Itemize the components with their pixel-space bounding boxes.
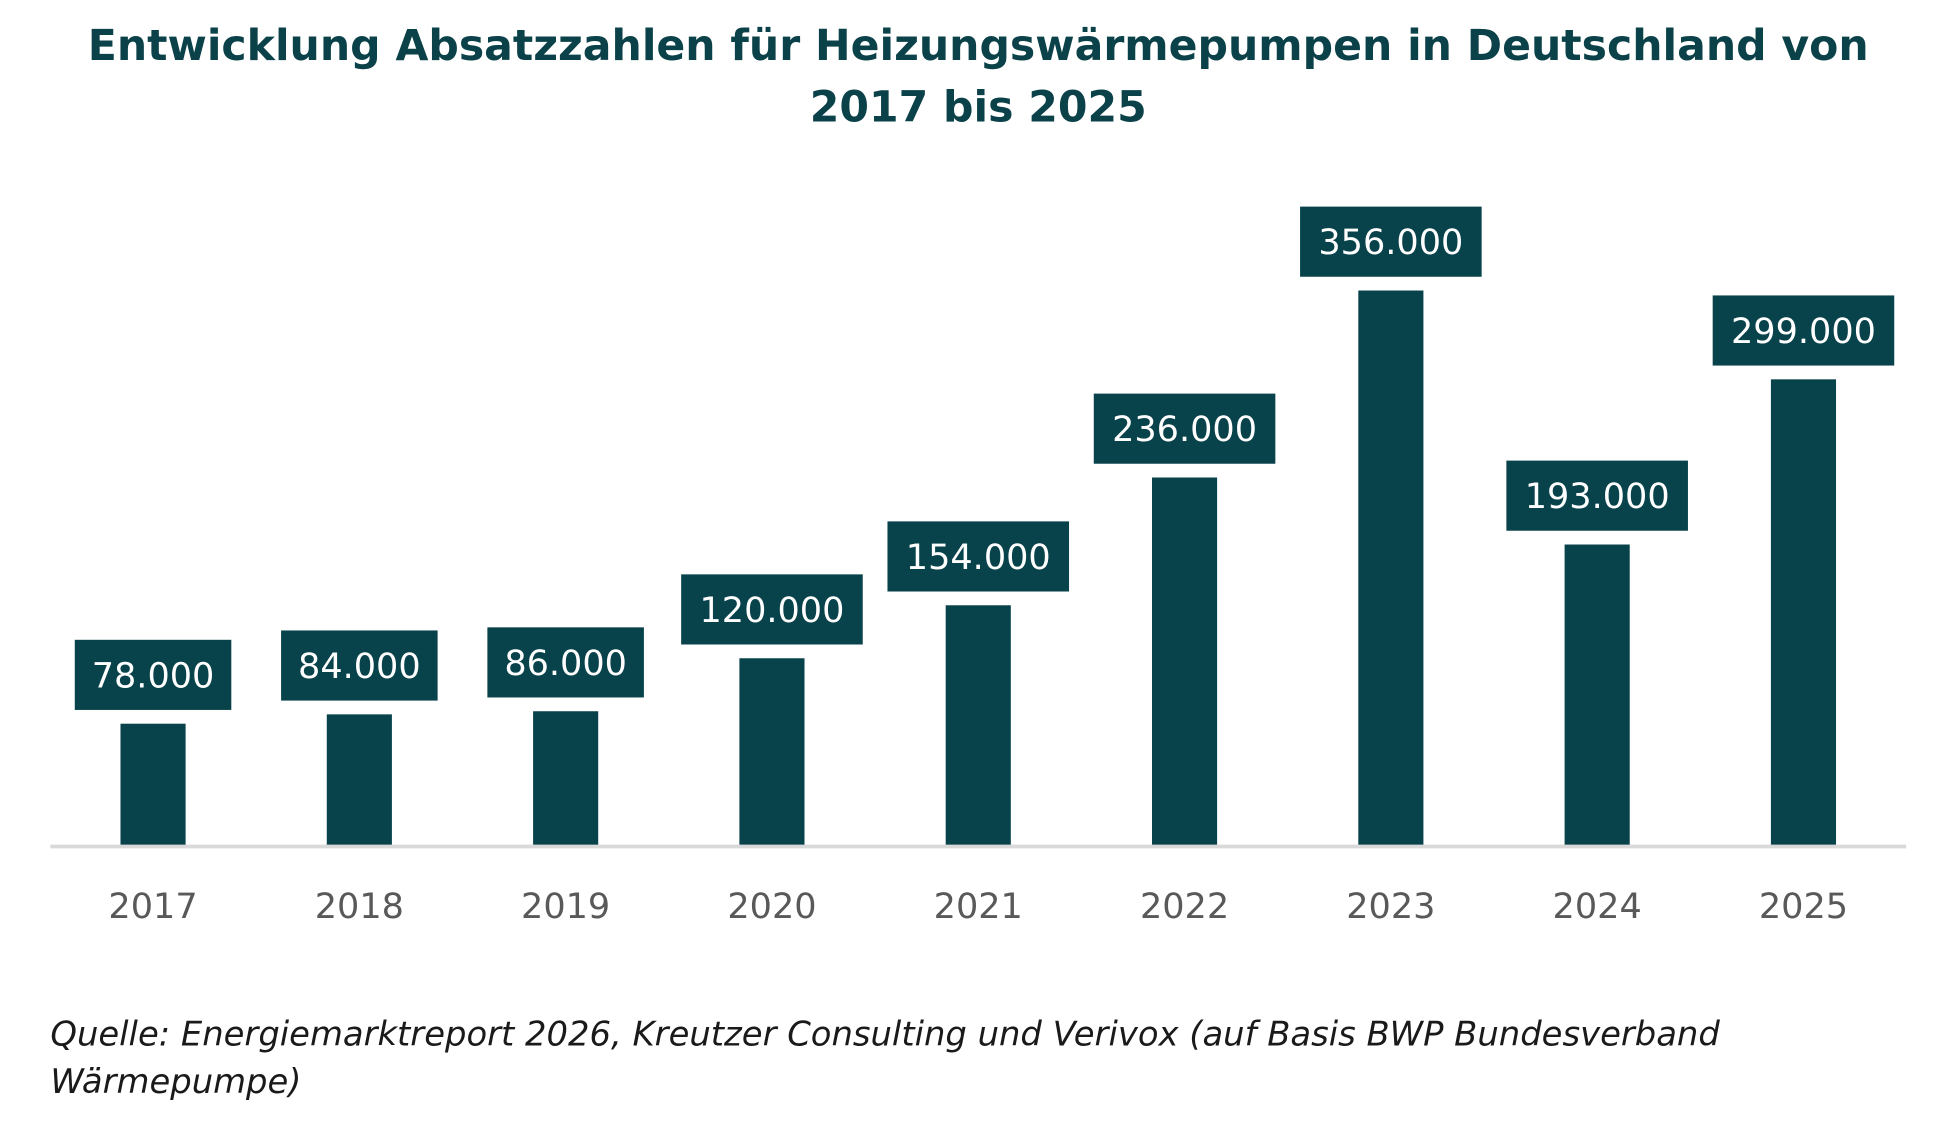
x-tick-label-2024: 2024 bbox=[1553, 886, 1642, 927]
data-label-2020: 120.000 bbox=[699, 590, 844, 631]
x-tick-label-2021: 2021 bbox=[934, 886, 1023, 927]
bar-2021 bbox=[945, 605, 1011, 846]
data-label-2022: 236.000 bbox=[1112, 409, 1257, 450]
bar-2025 bbox=[1770, 379, 1837, 846]
data-label-2018: 84.000 bbox=[298, 646, 421, 687]
data-label-box-2021 bbox=[887, 521, 1070, 592]
x-tick-label-2017: 2017 bbox=[108, 886, 197, 927]
data-label-box-2020 bbox=[681, 574, 863, 645]
bar-2023 bbox=[1358, 290, 1424, 846]
data-label-box-2017 bbox=[74, 639, 232, 710]
chart-title-line-2: 2017 bis 2025 bbox=[810, 82, 1147, 132]
data-label-box-2024 bbox=[1506, 460, 1688, 531]
x-tick-label-2018: 2018 bbox=[315, 886, 404, 927]
data-label-2021: 154.000 bbox=[906, 537, 1051, 578]
x-tick-label-2025: 2025 bbox=[1759, 886, 1848, 927]
source-note-line-1: Quelle: Energiemarktreport 2026, Kreutze… bbox=[50, 1015, 1720, 1054]
bar-2017 bbox=[120, 723, 186, 846]
data-label-box-2019 bbox=[487, 627, 644, 698]
data-label-2017: 78.000 bbox=[92, 655, 215, 696]
x-tick-label-2019: 2019 bbox=[521, 886, 610, 927]
data-label-2025: 299.000 bbox=[1731, 311, 1876, 352]
source-note-line-2: Wärmepumpe) bbox=[50, 1062, 301, 1101]
data-label-box-2018 bbox=[281, 630, 438, 701]
bar-2022 bbox=[1151, 477, 1218, 846]
bar-2018 bbox=[326, 714, 392, 846]
data-label-box-2025 bbox=[1712, 295, 1895, 366]
data-label-2024: 193.000 bbox=[1525, 476, 1670, 517]
bar-2019 bbox=[533, 711, 599, 846]
data-label-box-2022 bbox=[1093, 393, 1276, 464]
x-tick-label-2020: 2020 bbox=[727, 886, 816, 927]
x-tick-label-2022: 2022 bbox=[1140, 886, 1229, 927]
data-label-2019: 86.000 bbox=[504, 643, 627, 684]
data-label-box-2023 bbox=[1300, 206, 1482, 277]
x-tick-label-2023: 2023 bbox=[1346, 886, 1435, 927]
bar-2024 bbox=[1564, 544, 1630, 846]
data-label-2023: 356.000 bbox=[1318, 222, 1463, 263]
chart-title-line-1: Entwicklung Absatzzahlen für Heizungswär… bbox=[88, 21, 1869, 71]
bar-2020 bbox=[739, 658, 805, 846]
